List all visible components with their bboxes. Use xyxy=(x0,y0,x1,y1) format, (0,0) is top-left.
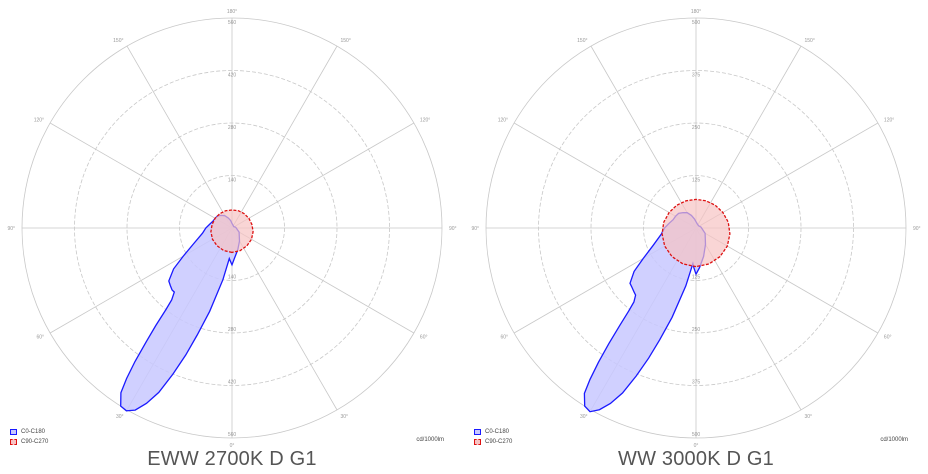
legend-label-c90: C90-C270 xyxy=(485,439,513,445)
angle-tick-label: 150° xyxy=(577,38,587,44)
polar-chart-panel: 125 125 250 250 375 375 500 500 0° 30° 30° 60° 60° 90… xyxy=(464,0,928,474)
label-layer: 125 125 250 250 375 375 500 500 0° 30° 30° 60° 60° 90… xyxy=(471,9,920,448)
ring-tick-label: 140 xyxy=(228,178,237,184)
legend-label-c0: C0-C180 xyxy=(21,429,46,435)
angle-tick-label: 180° xyxy=(227,9,237,15)
angle-tick-label: 90° xyxy=(449,226,457,232)
ring-tick-label: 420 xyxy=(228,380,237,386)
ring-tick-label: 375 xyxy=(692,73,701,79)
polar-spoke xyxy=(231,227,415,334)
ring-tick-label: 125 xyxy=(692,178,701,184)
polar-spoke xyxy=(231,45,338,229)
chart-caption: EWW 2700K D G1 xyxy=(147,448,317,470)
angle-tick-label: 30° xyxy=(341,414,349,420)
polar-spoke xyxy=(695,45,802,229)
series-layer xyxy=(583,198,731,413)
series-c90-c270 xyxy=(661,198,731,268)
legend-swatch-c0 xyxy=(10,429,17,435)
angle-tick-label: 120° xyxy=(884,118,894,124)
legend-swatch-c0 xyxy=(474,429,481,435)
angle-tick-label: 150° xyxy=(341,38,351,44)
legend-label-c90: C90-C270 xyxy=(21,439,49,445)
angle-tick-label: 150° xyxy=(805,38,815,44)
angle-tick-label: 60° xyxy=(884,335,892,341)
legend-item-c0: C0-C180 xyxy=(474,427,512,437)
ring-tick-label: 125 xyxy=(692,275,701,281)
ring-tick-label: 280 xyxy=(228,327,237,333)
legend-item-c90: C90-C270 xyxy=(474,437,512,447)
polar-grid xyxy=(485,17,907,439)
angle-tick-label: 180° xyxy=(691,9,701,15)
angle-tick-label: 30° xyxy=(116,414,124,420)
polar-spoke xyxy=(231,227,338,411)
legend-item-c90: C90-C270 xyxy=(10,437,48,447)
legend-swatch-c90 xyxy=(474,439,481,445)
legend: C0-C180 C90-C270 xyxy=(474,427,512,447)
ring-tick-label: 250 xyxy=(692,327,701,333)
ring-tick-label: 375 xyxy=(692,380,701,386)
ring-tick-label: 250 xyxy=(692,125,701,131)
ring-tick-label: 560 xyxy=(228,432,237,438)
ring-tick-label: 500 xyxy=(692,20,701,26)
units-label: cd/1000lm xyxy=(880,437,908,443)
polar-spoke xyxy=(126,45,233,229)
units-label: cd/1000lm xyxy=(416,437,444,443)
polar-chart: 125 125 250 250 375 375 500 500 0° 30° 30° 60° 60° 90… xyxy=(471,9,920,448)
legend-item-c0: C0-C180 xyxy=(10,427,48,437)
angle-tick-label: 90° xyxy=(913,226,921,232)
angle-tick-label: 30° xyxy=(580,414,588,420)
legend-label-c0: C0-C180 xyxy=(485,429,510,435)
angle-tick-label: 0° xyxy=(230,443,235,448)
angle-tick-label: 0° xyxy=(694,443,699,448)
ring-tick-label: 420 xyxy=(228,73,237,79)
angle-tick-label: 150° xyxy=(113,38,123,44)
angle-tick-label: 60° xyxy=(420,335,428,341)
polar-chart: 140 140 280 280 420 420 560 560 0° 30° 30° 60° 60° 90… xyxy=(7,9,456,448)
ring-tick-label: 500 xyxy=(692,432,701,438)
angle-tick-label: 60° xyxy=(501,335,509,341)
series-layer xyxy=(120,209,254,412)
series-c90-c270 xyxy=(210,209,254,254)
angle-tick-label: 120° xyxy=(498,118,508,124)
angle-tick-label: 30° xyxy=(805,414,813,420)
angle-tick-label: 120° xyxy=(34,118,44,124)
polar-spoke xyxy=(513,122,697,229)
angle-tick-label: 60° xyxy=(37,335,45,341)
chart-caption: WW 3000K D G1 xyxy=(618,448,774,470)
legend-swatch-c90 xyxy=(10,439,17,445)
polar-spoke xyxy=(231,122,415,229)
angle-tick-label: 120° xyxy=(420,118,430,124)
polar-spoke xyxy=(49,122,233,229)
polar-chart-panel: 140 140 280 280 420 420 560 560 0° 30° 30° 60° 60° 90… xyxy=(7,9,456,470)
polar-spoke xyxy=(695,122,879,229)
ring-tick-label: 280 xyxy=(228,125,237,131)
legend: C0-C180 C90-C270 xyxy=(10,427,48,447)
angle-tick-label: 90° xyxy=(471,226,479,232)
label-layer: 140 140 280 280 420 420 560 560 0° 30° 30° 60° 60° 90… xyxy=(7,9,456,448)
ring-tick-label: 560 xyxy=(228,20,237,26)
polar-spoke xyxy=(590,45,697,229)
angle-tick-label: 90° xyxy=(7,226,15,232)
ring-tick-label: 140 xyxy=(228,275,237,281)
